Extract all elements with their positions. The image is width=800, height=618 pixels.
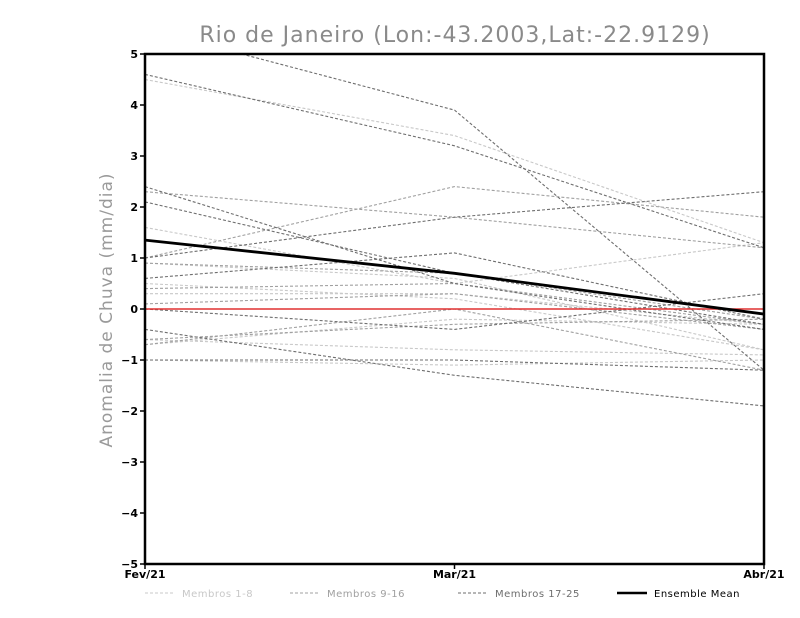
series-line-m01 [145,78,764,244]
y-tick-label: −4 [121,507,138,520]
series-line-m12 [145,282,764,325]
series-line-m03 [145,262,764,351]
chart-title: Rio de Janeiro (Lon:-43.2003,Lat:-22.912… [199,23,710,48]
series-line-m09 [145,191,764,249]
series-line-m05 [145,318,764,346]
series-line-m22 [145,191,764,259]
y-tick-label: 4 [130,99,138,112]
series-line-m08 [145,339,764,356]
plot-area: −5 −4 −3 −2 −1 0 1 2 3 4 5 Fev/21 Mar/21 Abr/21 [121,48,784,581]
series-line-m11 [145,262,764,320]
series-line-m19 [145,186,764,330]
y-axis-label: Anomalia de Chuva (mm/dia) [97,172,117,447]
legend: Membros 1-8 Membros 9-16 Membros 17-25 Ense… [145,589,740,600]
series-line-m13 [145,318,764,341]
series-line-m24 [145,359,764,371]
series-line-m23 [145,328,764,407]
y-tick-label: −3 [121,456,138,469]
x-tick-label: Mar/21 [433,568,476,581]
series-line-m17 [145,73,764,249]
y-tick-label: 1 [130,252,138,265]
y-tick-label: 2 [130,201,138,214]
x-tick-label: Abr/21 [743,568,784,581]
series-line-m25 [145,293,764,330]
series-line-m20 [145,201,764,325]
legend-label: Membros 9-16 [327,589,405,600]
y-tick-label: −1 [121,354,138,367]
y-tick-label: 0 [130,303,138,316]
legend-label: Membros 17-25 [495,589,580,600]
series-line-m06 [145,359,764,366]
y-tick-label: −2 [121,405,138,418]
series-line-m21 [145,252,764,320]
series-line-m18 [239,54,764,371]
series-line-m10 [145,186,764,259]
series-line-ensemble-mean [145,238,764,316]
legend-label: Ensemble Mean [654,589,740,600]
plot-frame [143,52,766,566]
legend-label: Membros 1-8 [182,589,253,600]
series-line-m14 [145,293,764,330]
y-tick-label: 3 [130,150,138,163]
x-tick-label: Fev/21 [124,568,165,581]
y-tick-label: 5 [130,48,138,61]
y-tick-label: −5 [121,558,138,571]
series-line-m02 [145,226,764,285]
